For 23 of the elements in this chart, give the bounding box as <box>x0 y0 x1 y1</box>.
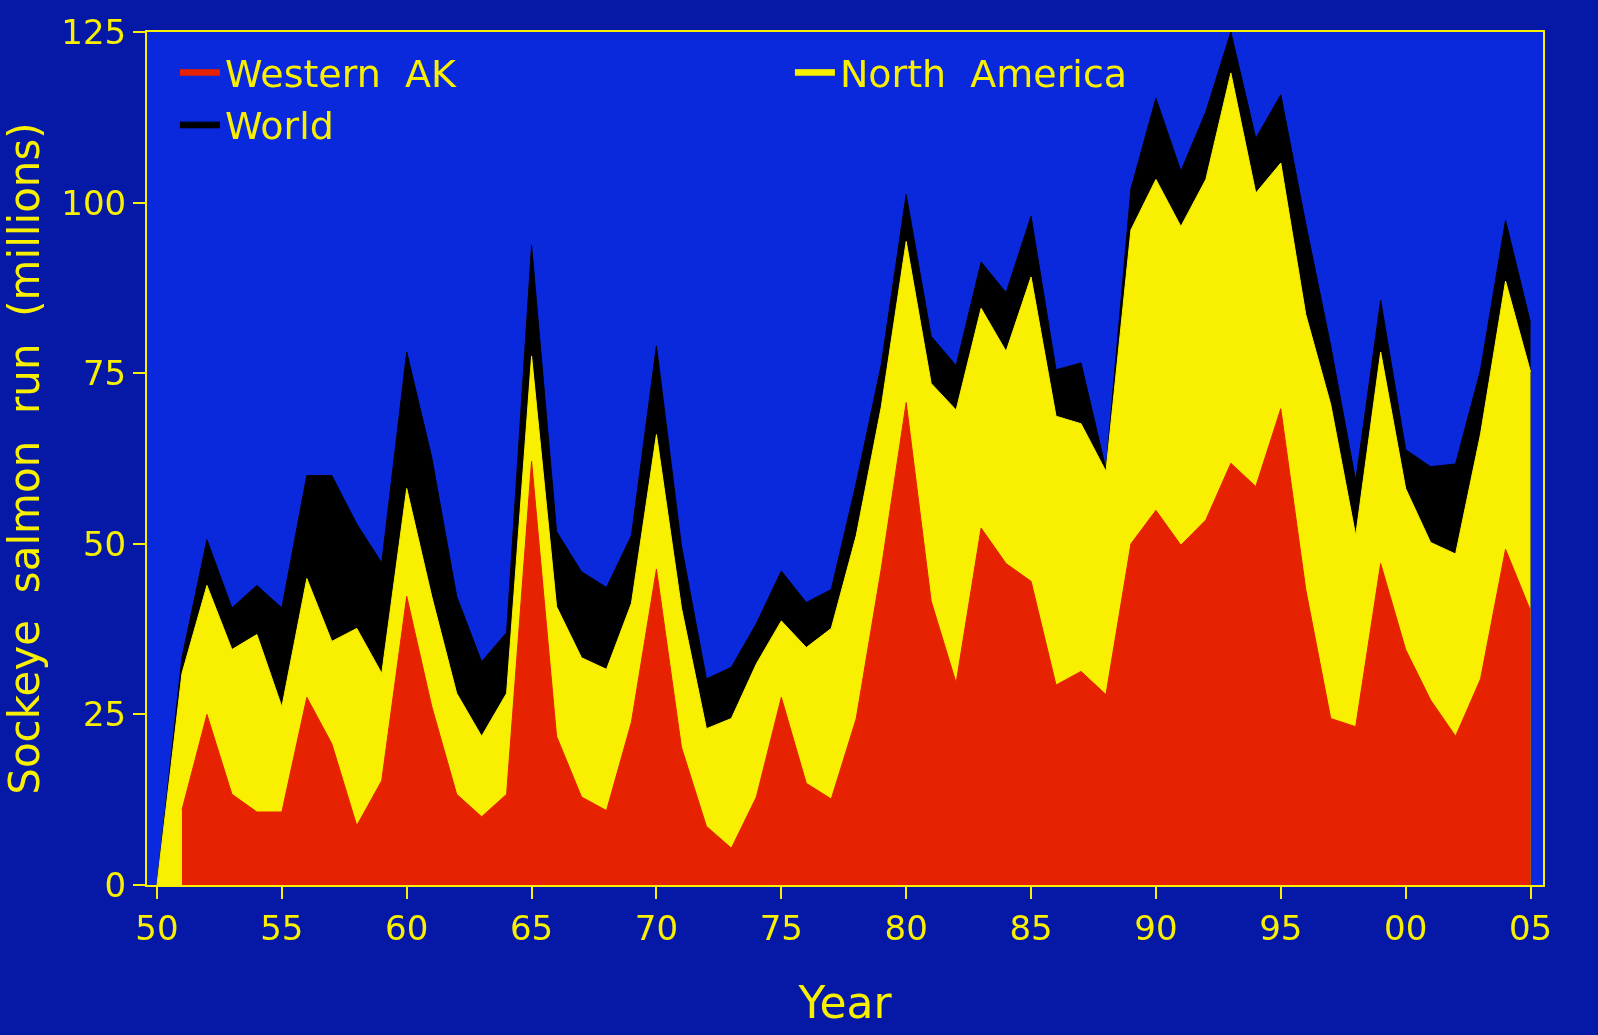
legend-label: World <box>224 103 334 148</box>
y-tick-label: 50 <box>82 523 127 564</box>
x-axis-title: Year <box>797 976 893 1028</box>
x-tick-label: 80 <box>884 907 928 948</box>
legend-label: North America <box>839 51 1128 96</box>
x-tick-label: 00 <box>1384 907 1428 948</box>
x-tick-label: 60 <box>385 907 429 948</box>
y-tick-label: 75 <box>82 353 127 394</box>
legend-label: Western AK <box>224 51 457 96</box>
x-tick-label: 90 <box>1134 907 1178 948</box>
x-tick-label: 85 <box>1009 907 1053 948</box>
x-tick-label: 05 <box>1508 907 1553 948</box>
x-tick-label: 75 <box>759 907 803 948</box>
y-tick-label: 125 <box>61 11 127 52</box>
x-tick-label: 70 <box>634 907 679 948</box>
x-tick-label: 65 <box>509 907 554 948</box>
y-tick-label: 25 <box>82 694 127 735</box>
x-tick-label: 95 <box>1259 907 1303 948</box>
y-tick-label: 100 <box>61 182 127 223</box>
y-tick-label: 0 <box>104 864 127 905</box>
x-tick-label: 55 <box>260 907 304 948</box>
x-tick-label: 50 <box>135 907 179 948</box>
y-axis-title: Sockeye salmon run (millions) <box>0 122 49 795</box>
